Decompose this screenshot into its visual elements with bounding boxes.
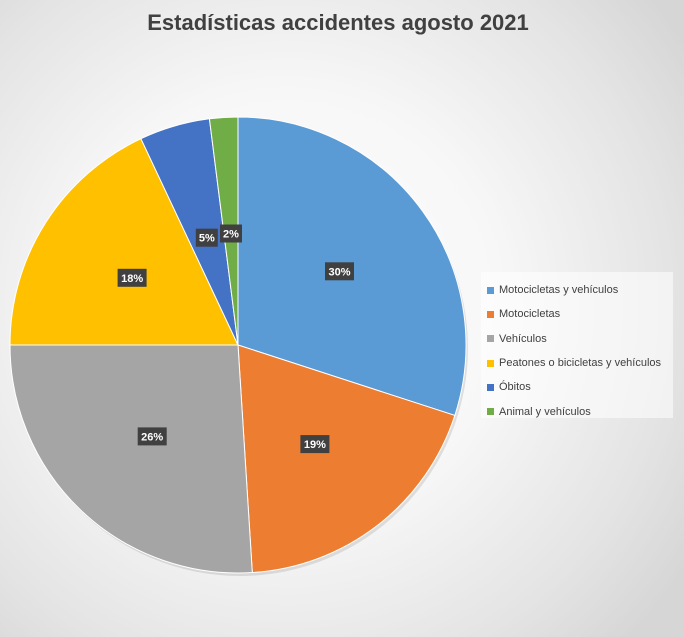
legend-item-motocicletas-y-vehiculos: Motocicletas y vehículos <box>487 278 673 302</box>
legend-swatch <box>487 335 494 343</box>
chart-legend: Motocicletas y vehículos Motocicletas Vehí… <box>481 272 673 418</box>
chart-title: Estadísticas accidentes agosto 2021 <box>147 10 529 35</box>
legend-label: Motocicletas <box>499 308 561 321</box>
legend-swatch <box>487 286 494 294</box>
legend-item-peatones-o-bicicletas-y-vehiculos: Peatones o bicicletas y vehículos <box>487 351 673 375</box>
data-label-motocicletas: 19% <box>300 435 330 454</box>
svg-text:18%: 18% <box>121 273 143 285</box>
legend-swatch <box>487 359 494 367</box>
svg-text:5%: 5% <box>199 233 215 245</box>
legend-item-motocicletas: Motocicletas <box>487 302 673 326</box>
legend-swatch <box>487 408 494 416</box>
legend-swatch <box>487 310 494 318</box>
svg-text:30%: 30% <box>328 266 350 278</box>
pie-slice-vehiculos <box>9 344 253 574</box>
pie-slice-peatones-o-bicicletas-y-vehiculos <box>9 138 239 346</box>
legend-item-vehiculos: Vehículos <box>487 327 673 351</box>
legend-label: Animal y vehículos <box>499 405 591 418</box>
legend-swatch <box>487 383 494 391</box>
data-label-motocicletas-y-vehiculos: 30% <box>325 262 354 281</box>
legend-item-animal-y-vehiculos: Animal y vehículos <box>487 399 673 423</box>
legend-label: Peatones o bicicletas y vehículos <box>499 357 662 370</box>
svg-text:2%: 2% <box>223 229 239 241</box>
svg-text:26%: 26% <box>141 431 163 443</box>
legend-label: Óbitos <box>499 381 531 394</box>
legend-item-obitos: Óbitos <box>487 375 673 399</box>
data-label-obitos: 5% <box>195 228 218 247</box>
data-label-peatones-o-bicicletas-y-vehiculos: 18% <box>117 268 147 287</box>
data-label-vehiculos: 26% <box>137 427 167 446</box>
data-label-animal-y-vehiculos: 2% <box>220 224 242 243</box>
legend-label: Vehículos <box>499 332 547 345</box>
pie-slice-motocicletas <box>237 344 456 574</box>
legend-label: Motocicletas y vehículos <box>499 284 619 297</box>
svg-text:19%: 19% <box>304 439 326 451</box>
